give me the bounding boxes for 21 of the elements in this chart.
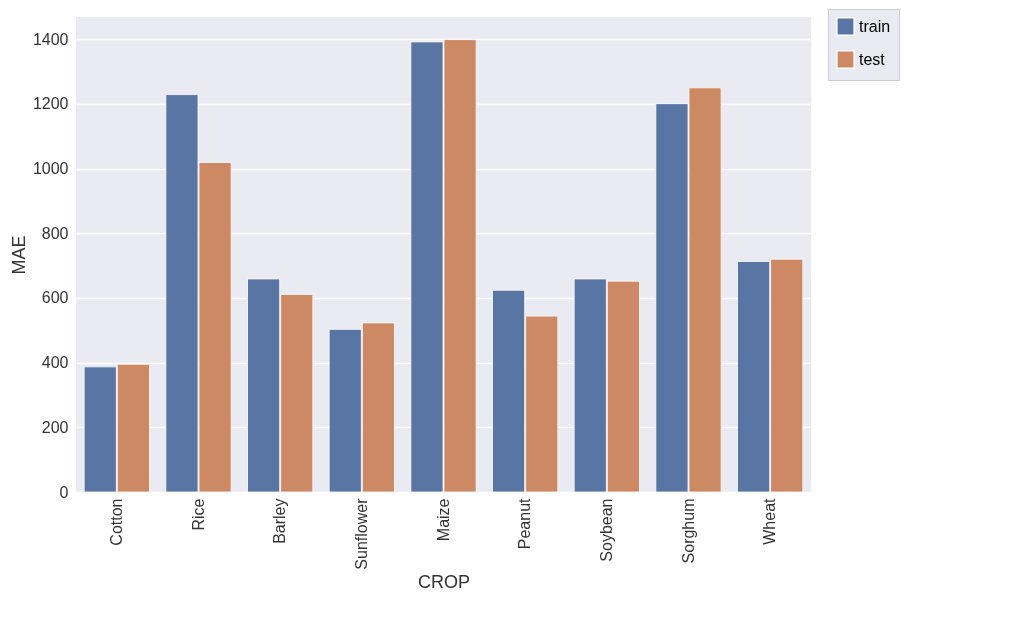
y-tick-label: 200 — [41, 418, 69, 436]
y-tick-label: 0 — [59, 483, 69, 501]
x-tick-label: Maize — [434, 498, 452, 542]
legend-label: train — [859, 17, 891, 35]
x-tick-label: Sunflower — [352, 497, 370, 570]
x-tick-label: Barley — [271, 498, 289, 544]
y-tick-label: 600 — [41, 289, 69, 307]
x-tick-label: Soybean — [597, 498, 615, 562]
y-tick-label: 1000 — [32, 160, 69, 178]
x-axis-title: CROP — [417, 571, 471, 592]
y-tick-label: 400 — [41, 354, 69, 372]
y-tick-label: 800 — [41, 224, 69, 242]
x-tick-label: Rice — [189, 498, 207, 531]
y-tick-label: 1400 — [32, 30, 69, 48]
x-tick-label: Sorghum — [679, 498, 697, 564]
y-tick-label: 1200 — [32, 95, 69, 113]
x-tick-label: Cotton — [107, 498, 125, 546]
x-tick-label: Peanut — [516, 497, 534, 550]
y-axis-title: MAE — [8, 235, 29, 275]
legend-label: test — [859, 50, 886, 68]
x-tick-label: Wheat — [761, 497, 779, 545]
